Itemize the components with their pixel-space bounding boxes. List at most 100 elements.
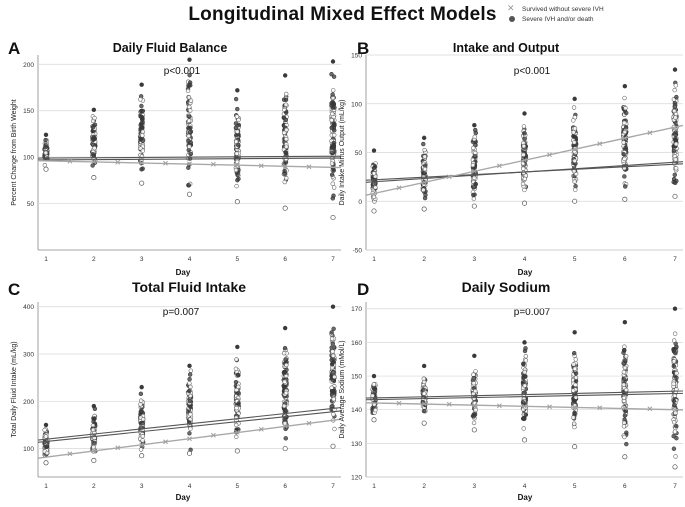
data-point: [282, 379, 287, 384]
y-tick-label: 140: [351, 407, 362, 414]
data-point: [187, 80, 193, 85]
data-point: [622, 196, 628, 202]
data-point: [186, 165, 191, 170]
data-point: [332, 426, 337, 432]
data-point: [282, 446, 288, 452]
data-point: [572, 96, 577, 102]
data-point: [472, 134, 477, 140]
data-point: [572, 444, 578, 450]
data-point: [234, 151, 239, 156]
data-point: [329, 161, 335, 166]
data-point: [622, 95, 627, 101]
data-point: [571, 362, 576, 367]
data-point: [622, 347, 627, 353]
data-point: [572, 198, 578, 204]
fit-line: [365, 161, 684, 183]
data-point: [331, 345, 337, 350]
data-point: [91, 175, 97, 181]
data-point: [234, 139, 239, 144]
data-point: [672, 87, 677, 93]
data-point: [44, 450, 50, 456]
fit-line: [37, 407, 342, 441]
x-marker: ✕: [622, 134, 628, 143]
x-tick-label: 2: [422, 483, 426, 490]
data-point: [621, 369, 627, 375]
data-point: [421, 141, 426, 147]
legend-entry-severe: Severe IVH and/or death: [505, 14, 683, 24]
legend-label-severe: Severe IVH and/or death: [522, 15, 594, 23]
data-point: [621, 395, 627, 401]
data-point: [140, 120, 145, 125]
data-point: [571, 398, 576, 403]
data-point: [235, 88, 240, 93]
data-point: [186, 388, 192, 394]
data-point: [672, 193, 678, 199]
data-point: [622, 129, 627, 135]
y-tick-label: 200: [23, 62, 34, 69]
data-point: [622, 413, 628, 418]
x-tick-label: 3: [473, 483, 477, 490]
data-point: [622, 319, 628, 325]
data-point: [671, 148, 677, 154]
x-marker: ✕: [186, 434, 192, 443]
x-marker: ✕: [282, 162, 288, 171]
y-tick-label: 130: [351, 441, 362, 448]
fit-line: [37, 418, 342, 459]
data-point: [329, 145, 335, 150]
fit-line: [365, 392, 684, 401]
data-point: [520, 181, 526, 187]
data-point: [572, 330, 577, 335]
x-tick-label: 2: [92, 256, 96, 263]
x-marker: ✕: [396, 184, 402, 193]
data-point: [43, 150, 49, 156]
data-point: [187, 398, 192, 404]
panel-B: B Intake and Output p<0.001 -50 0 50 100 150 1 2 3…: [339, 39, 684, 277]
data-point: [43, 434, 49, 439]
data-point: [672, 104, 678, 109]
data-point: [140, 148, 146, 153]
data-point: [523, 358, 529, 363]
data-point: [235, 129, 240, 134]
data-point: [672, 306, 678, 311]
data-point: [572, 126, 578, 131]
data-point: [234, 422, 239, 428]
data-point: [422, 195, 428, 201]
data-point: [470, 162, 476, 168]
data-point: [473, 142, 478, 148]
x-marker: ✕: [282, 422, 288, 431]
x-axis-label: Day: [176, 268, 191, 277]
data-point: [523, 354, 529, 359]
x-axis-label: Day: [518, 493, 533, 502]
y-tick-label: 50: [27, 201, 35, 208]
y-tick-label: 200: [23, 399, 34, 406]
panel-title: Intake and Output: [453, 41, 560, 55]
data-point: [186, 95, 192, 100]
data-point: [370, 393, 375, 398]
x-marker: ✕: [396, 399, 402, 408]
data-point: [471, 420, 477, 426]
data-point: [422, 166, 428, 172]
data-point: [422, 154, 427, 159]
data-point: [673, 141, 679, 147]
panel-letter: A: [8, 39, 20, 58]
data-point: [187, 114, 192, 119]
data-point: [522, 340, 527, 345]
data-point: [422, 391, 427, 396]
x-tick-label: 4: [188, 483, 192, 490]
data-point: [371, 171, 377, 176]
data-point: [236, 391, 241, 396]
y-tick-label: -50: [353, 248, 363, 255]
y-axis-label: Daily Intake Minus Output (mL/kg): [339, 100, 346, 206]
x-tick-label: 6: [283, 483, 287, 490]
data-point: [471, 427, 477, 433]
data-point: [422, 171, 427, 176]
panel-letter: B: [357, 39, 369, 58]
data-point: [673, 130, 678, 135]
x-marker: ✕: [234, 428, 240, 437]
data-point: [236, 401, 241, 406]
data-point: [421, 376, 426, 381]
data-point: [621, 424, 627, 429]
x-marker: ✕: [91, 447, 97, 456]
data-point: [330, 349, 335, 354]
